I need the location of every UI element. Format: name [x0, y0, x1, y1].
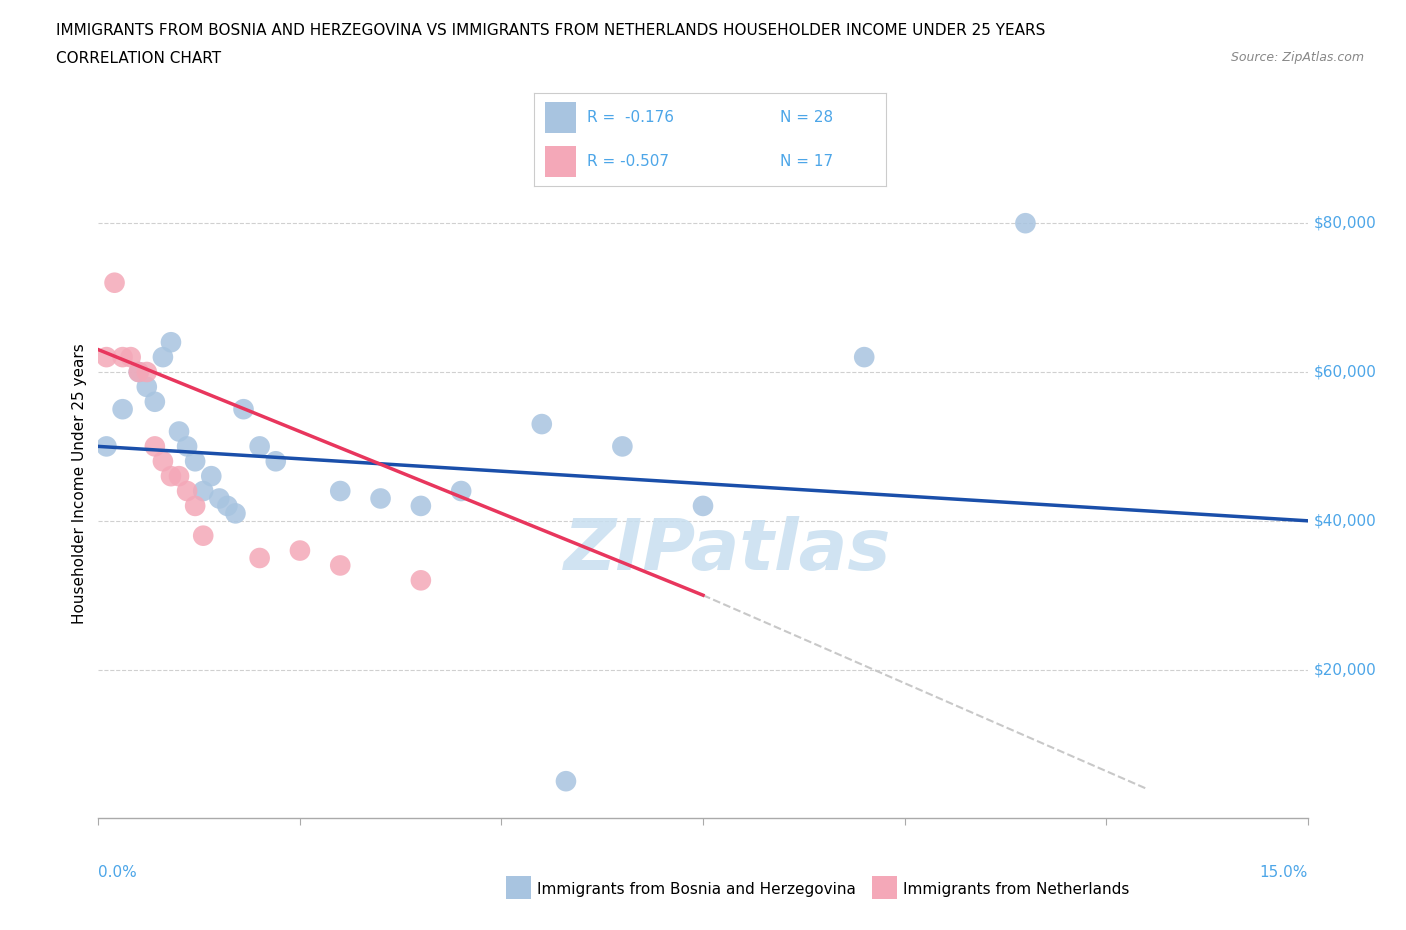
- Text: 0.0%: 0.0%: [98, 865, 138, 881]
- Text: R = -0.507: R = -0.507: [588, 154, 669, 169]
- Y-axis label: Householder Income Under 25 years: Householder Income Under 25 years: [72, 343, 87, 624]
- Point: [111, 402, 134, 417]
- Text: 15.0%: 15.0%: [1260, 865, 1308, 881]
- Text: ZIPatlas: ZIPatlas: [564, 516, 891, 585]
- Point: [176, 439, 198, 454]
- Point: [143, 394, 166, 409]
- Point: [120, 350, 142, 365]
- Point: [249, 439, 271, 454]
- Point: [224, 506, 246, 521]
- Point: [555, 774, 578, 789]
- Point: [160, 335, 183, 350]
- Point: [530, 417, 553, 432]
- Point: [450, 484, 472, 498]
- Point: [409, 573, 432, 588]
- Point: [103, 275, 125, 290]
- Point: [176, 484, 198, 498]
- Text: $20,000: $20,000: [1313, 662, 1376, 677]
- Point: [612, 439, 634, 454]
- Point: [167, 424, 190, 439]
- Text: N = 17: N = 17: [780, 154, 834, 169]
- Point: [1014, 216, 1036, 231]
- Point: [329, 558, 352, 573]
- Point: [370, 491, 392, 506]
- Point: [193, 528, 215, 543]
- Point: [96, 439, 118, 454]
- Text: IMMIGRANTS FROM BOSNIA AND HERZEGOVINA VS IMMIGRANTS FROM NETHERLANDS HOUSEHOLDE: IMMIGRANTS FROM BOSNIA AND HERZEGOVINA V…: [56, 23, 1046, 38]
- Point: [143, 439, 166, 454]
- Bar: [544, 102, 576, 133]
- Point: [208, 491, 231, 506]
- Text: $60,000: $60,000: [1313, 365, 1376, 379]
- Point: [193, 484, 215, 498]
- Point: [184, 498, 207, 513]
- Point: [152, 454, 174, 469]
- Text: Immigrants from Netherlands: Immigrants from Netherlands: [903, 882, 1129, 897]
- Text: $40,000: $40,000: [1313, 513, 1376, 528]
- Text: Source: ZipAtlas.com: Source: ZipAtlas.com: [1230, 51, 1364, 64]
- Point: [160, 469, 183, 484]
- Text: N = 28: N = 28: [780, 110, 834, 126]
- Point: [329, 484, 352, 498]
- Point: [264, 454, 287, 469]
- Point: [111, 350, 134, 365]
- Point: [152, 350, 174, 365]
- Point: [128, 365, 150, 379]
- Point: [135, 379, 157, 394]
- Point: [692, 498, 714, 513]
- Point: [135, 365, 157, 379]
- Point: [217, 498, 239, 513]
- Text: Immigrants from Bosnia and Herzegovina: Immigrants from Bosnia and Herzegovina: [537, 882, 856, 897]
- Point: [409, 498, 432, 513]
- Point: [853, 350, 876, 365]
- Text: R =  -0.176: R = -0.176: [588, 110, 673, 126]
- Text: $80,000: $80,000: [1313, 216, 1376, 231]
- Point: [96, 350, 118, 365]
- Point: [232, 402, 254, 417]
- Point: [167, 469, 190, 484]
- Point: [288, 543, 311, 558]
- Point: [184, 454, 207, 469]
- Point: [200, 469, 222, 484]
- Text: CORRELATION CHART: CORRELATION CHART: [56, 51, 221, 66]
- Point: [128, 365, 150, 379]
- Bar: [544, 147, 576, 177]
- Point: [249, 551, 271, 565]
